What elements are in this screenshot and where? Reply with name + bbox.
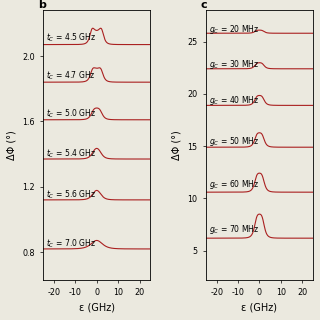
X-axis label: ε (GHz): ε (GHz)	[79, 303, 115, 313]
Text: c: c	[201, 0, 207, 10]
Y-axis label: ΔΦ (°): ΔΦ (°)	[7, 130, 17, 160]
Text: $g_C$ = 60 MHz: $g_C$ = 60 MHz	[209, 179, 260, 191]
Text: $t_C$ = 5.6 GHz: $t_C$ = 5.6 GHz	[46, 188, 97, 201]
Text: $t_C$ = 4.7 GHz: $t_C$ = 4.7 GHz	[46, 69, 96, 82]
Text: $g_C$ = 50 MHz: $g_C$ = 50 MHz	[209, 135, 260, 148]
Text: $t_C$ = 5.4 GHz: $t_C$ = 5.4 GHz	[46, 147, 97, 160]
Text: $g_C$ = 20 MHz: $g_C$ = 20 MHz	[209, 23, 260, 36]
X-axis label: ε (GHz): ε (GHz)	[241, 303, 277, 313]
Text: $t_C$ = 4.5 GHz: $t_C$ = 4.5 GHz	[46, 31, 97, 44]
Text: $g_C$ = 70 MHz: $g_C$ = 70 MHz	[209, 223, 260, 236]
Y-axis label: ΔΦ (°): ΔΦ (°)	[172, 130, 182, 160]
Text: $t_C$ = 7.0 GHz: $t_C$ = 7.0 GHz	[46, 238, 97, 250]
Text: b: b	[38, 0, 46, 10]
Text: $g_C$ = 40 MHz: $g_C$ = 40 MHz	[209, 94, 260, 107]
Text: $t_C$ = 5.0 GHz: $t_C$ = 5.0 GHz	[46, 108, 97, 120]
Text: $g_C$ = 30 MHz: $g_C$ = 30 MHz	[209, 58, 260, 71]
